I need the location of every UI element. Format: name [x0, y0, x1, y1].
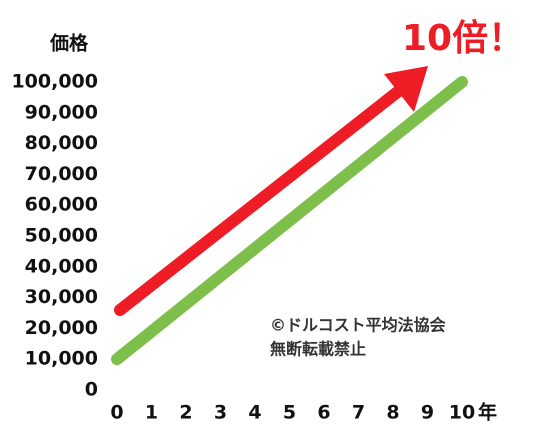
y-tick-label: 50,000 [25, 225, 98, 247]
red-arrow [114, 66, 428, 316]
x-tick-label: 10 [449, 402, 475, 424]
data-line [111, 76, 468, 366]
x-tick-label: 4 [248, 402, 261, 424]
arrow-head [384, 66, 428, 112]
y-tick-label: 0 [85, 379, 98, 401]
x-tick-label: 5 [283, 402, 296, 424]
x-tick-label: 7 [352, 402, 365, 424]
x-axis-label: 年 [478, 401, 497, 424]
y-tick-label: 40,000 [25, 255, 98, 277]
y-tick-label: 80,000 [25, 132, 98, 154]
y-tick-label: 70,000 [25, 163, 98, 185]
arrow-shaft [114, 84, 406, 316]
copyright: ©ドルコスト平均法協会 [270, 316, 446, 335]
x-tick-label: 6 [317, 402, 330, 424]
x-tick-label: 9 [421, 402, 434, 424]
y-tick-label: 100,000 [11, 71, 98, 93]
y-tick-label: 90,000 [25, 101, 98, 123]
y-axis-label: 価格 [49, 32, 89, 55]
x-tick-label: 8 [386, 402, 399, 424]
y-tick-label: 20,000 [25, 317, 98, 339]
x-tick-label: 1 [145, 402, 158, 424]
x-tick-label: 2 [179, 402, 192, 424]
y-tick-label: 60,000 [25, 194, 98, 216]
y-tick-label: 10,000 [25, 348, 98, 370]
x-tick-label: 3 [214, 402, 227, 424]
x-tick-label: 0 [110, 402, 123, 424]
annotation: 10倍！ [402, 18, 524, 59]
copyright-note: 無断転載禁止 [270, 340, 366, 359]
y-tick-label: 30,000 [25, 286, 98, 308]
